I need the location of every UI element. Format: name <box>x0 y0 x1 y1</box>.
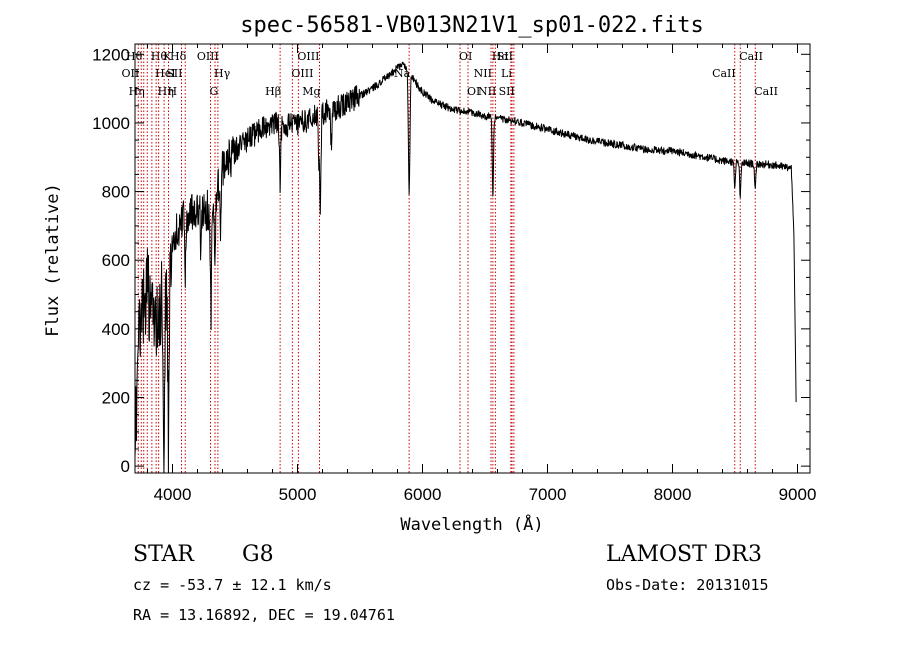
obs-date: Obs-Date: 20131015 <box>606 576 769 594</box>
spectral-line-label: Hθ <box>126 50 143 63</box>
spectral-line-label: Mg <box>302 85 320 98</box>
spectral-line-label: NII <box>478 85 496 98</box>
object-subclass: G8 <box>242 542 274 567</box>
x-tick-label: 5000 <box>279 485 317 504</box>
spectral-line-label: CaII <box>739 50 763 63</box>
info-panel: STAR G8 LAMOST DR3 cz = -53.7 ± 12.1 km/… <box>133 542 769 624</box>
spectral-line-label: OIII <box>291 67 313 80</box>
spectral-line-label: Hα <box>492 50 510 63</box>
spectral-line-label: Hη <box>129 85 145 98</box>
x-axis-label: Wavelength (Å) <box>400 513 543 535</box>
spectral-line-label: OII <box>122 67 140 80</box>
spectral-line-label: Hθ <box>151 50 168 63</box>
y-tick-label: 800 <box>102 183 130 202</box>
spectral-line-label: H <box>168 85 178 98</box>
y-tick-label: 400 <box>102 320 130 339</box>
spectral-line-label: HeI <box>155 67 175 80</box>
spectral-line-label: K <box>163 50 172 63</box>
spectrum-line <box>134 61 797 473</box>
redshift-readout: cz = -53.7 ± 12.1 km/s <box>133 576 332 594</box>
coordinates: RA = 13.16892, DEC = 19.04761 <box>133 606 395 624</box>
survey-name: LAMOST DR3 <box>606 542 762 567</box>
spectral-line-label: Hδ <box>170 50 187 63</box>
y-tick-label: 0 <box>121 457 130 476</box>
y-tick-label: 1000 <box>92 114 130 133</box>
spectral-line-label: CaII <box>712 67 736 80</box>
object-class: STAR <box>133 542 195 567</box>
y-axis-label: Flux (relative) <box>43 183 63 337</box>
spectral-line-label: Na <box>394 67 411 80</box>
spectral-line-label: OI <box>459 50 472 63</box>
spectral-line-label: OIII <box>197 50 219 63</box>
spectral-line-label: SII <box>497 50 513 63</box>
spectral-line-label: OI <box>467 85 480 98</box>
x-tick-label: 6000 <box>404 485 442 504</box>
plot-frame <box>134 43 811 474</box>
axis-ticks: 4000 5000 6000 7000 8000 9000 0 200 400 600 800 100… <box>92 44 816 504</box>
spectral-line-label: NII <box>474 67 492 80</box>
spectral-line-label: Hγ <box>214 67 231 80</box>
spectral-line-label: SII <box>499 85 515 98</box>
spectral-line-label: Li <box>501 67 512 80</box>
x-tick-label: 7000 <box>529 485 567 504</box>
spectral-line-label: CaII <box>754 85 778 98</box>
y-tick-label: 1200 <box>92 45 130 64</box>
y-tick-label: 600 <box>102 251 130 270</box>
spectral-line-label: OIII <box>297 50 319 63</box>
x-tick-label: 4000 <box>154 485 192 504</box>
spectral-line-label: SII <box>166 67 182 80</box>
x-tick-label: 9000 <box>779 485 817 504</box>
y-tick-label: 200 <box>102 388 130 407</box>
spectral-line-label: Hη <box>158 85 174 98</box>
spectral-line-label: G <box>210 85 219 98</box>
x-tick-label: 8000 <box>654 485 692 504</box>
spectrum-series <box>134 61 797 473</box>
spectral-line-label: Hβ <box>265 85 281 98</box>
chart-title: spec-56581-VB013N21V1_sp01-022.fits <box>240 13 704 38</box>
